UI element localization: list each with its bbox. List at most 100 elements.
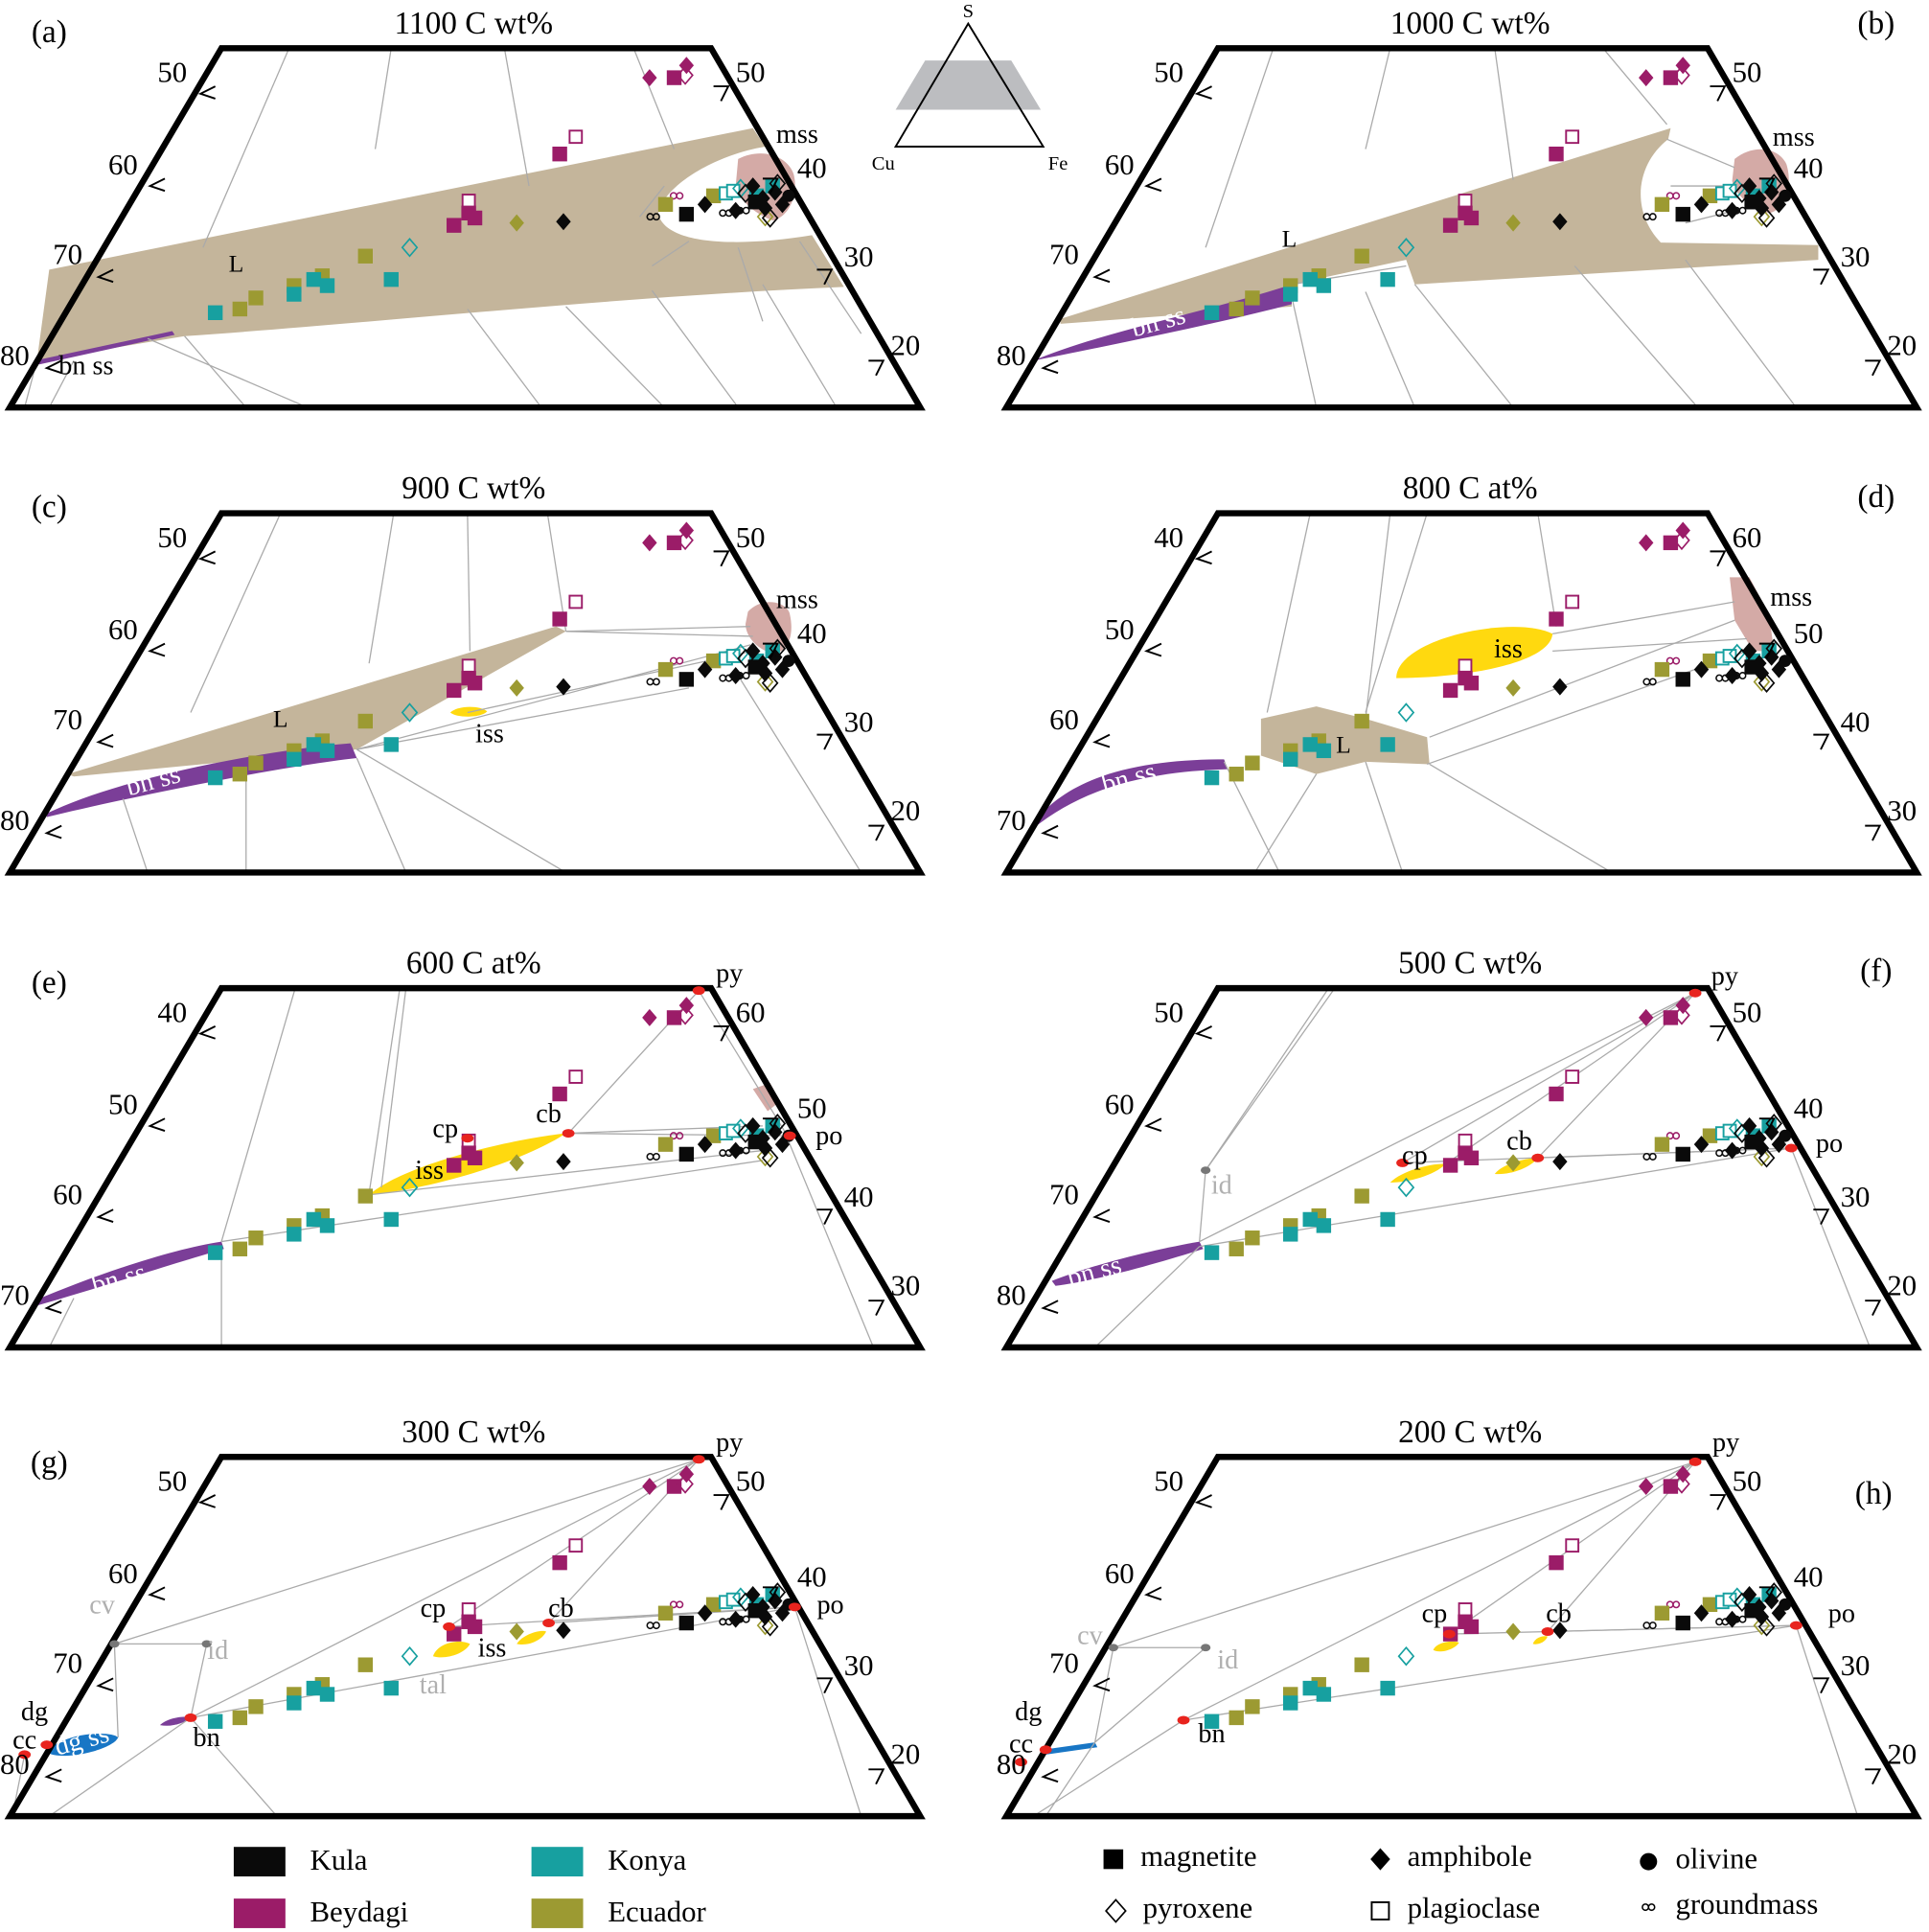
phase-label: cp (1402, 1141, 1428, 1171)
panel-letter: (f) (1860, 953, 1892, 988)
magnetite-marker (1316, 743, 1332, 759)
amphibole-marker (642, 1478, 657, 1496)
magnetite-marker (1549, 1086, 1564, 1102)
phase-label: mss (776, 585, 818, 614)
tick-mark (1710, 85, 1727, 102)
plagioclase-marker (461, 658, 476, 674)
pyroxene-marker (1757, 1617, 1776, 1637)
compositional-window (895, 60, 1042, 110)
olivine-marker (1779, 1598, 1792, 1611)
phase-label: cp (421, 1594, 447, 1623)
left-axis-tick-label: 60 (1105, 149, 1135, 181)
phase-label: iss (415, 1156, 444, 1185)
legend-swatch-beydagi (233, 1898, 286, 1928)
pyroxene-marker (1765, 173, 1783, 194)
tick-mark (1813, 1677, 1830, 1694)
plagioclase-marker (1458, 194, 1473, 208)
magnetite-marker (1744, 195, 1759, 210)
tick-mark (1865, 1300, 1882, 1317)
amphibole-marker (697, 660, 713, 678)
amphibole-marker (768, 1123, 783, 1141)
sulfide-phase-point (1688, 988, 1702, 998)
tie-line (1094, 1646, 1206, 1743)
tick-mark (1710, 1024, 1727, 1042)
phase-label: po (1816, 1129, 1843, 1159)
amphibole-marker (1505, 1154, 1521, 1172)
magnetite-marker (1442, 218, 1458, 233)
magnetite-marker (306, 271, 322, 288)
tie-line (113, 1644, 119, 1737)
pyroxene-marker (761, 673, 779, 693)
tie-line (190, 1716, 278, 1817)
tie-line (48, 1716, 192, 1817)
pyroxene-marker (1397, 1177, 1415, 1198)
plagioclase-marker (461, 1602, 476, 1617)
plagioclase-marker (1458, 658, 1473, 674)
groundmass-marker (652, 678, 660, 686)
panel-title: 1000 C wt% (1390, 6, 1550, 41)
left-axis-tick-label: 60 (108, 613, 138, 646)
magnetite-marker (678, 1146, 695, 1162)
magnetite-marker (383, 737, 399, 752)
tie-line (1552, 601, 1735, 635)
amphibole-marker (1724, 1610, 1740, 1628)
ternary-frame (4, 45, 926, 411)
left-axis-tick-label: 50 (1154, 996, 1183, 1028)
magnetite-marker (1204, 770, 1220, 786)
left-axis-tick-label: 60 (108, 1557, 138, 1590)
amphibole-marker (1741, 1116, 1757, 1135)
tie-line (1205, 987, 1330, 1171)
amphibole-marker (745, 1116, 761, 1135)
phase-label: py (716, 959, 743, 989)
right-axis-tick-label: 50 (1794, 617, 1824, 650)
pyroxene-marker (756, 1146, 774, 1167)
pyroxene-marker (769, 638, 787, 659)
phase-label: L (1336, 730, 1351, 758)
magnetite-marker (552, 611, 567, 627)
left-axis-tick-label: 50 (157, 57, 187, 89)
magnetite-marker (232, 1241, 248, 1256)
phase-label: iss (478, 1633, 507, 1663)
legend-label: magnetite (1140, 1840, 1256, 1873)
pyroxene-marker (677, 1474, 694, 1494)
ternary-frame (4, 1454, 926, 1820)
inset-triangle (893, 21, 1045, 148)
magnetite-marker (1744, 659, 1759, 675)
tie-line (565, 631, 753, 637)
panel-letter: (a) (32, 14, 67, 50)
magnetite-marker (1654, 661, 1670, 678)
phase-label: cb (536, 1099, 562, 1129)
tie-line (1365, 761, 1404, 873)
magnetite-marker (552, 146, 567, 162)
tick-mark (1813, 733, 1830, 750)
magnetite-marker (1283, 287, 1298, 302)
ternary-frame (1000, 510, 1922, 876)
tick-mark (1194, 85, 1212, 100)
right-axis-tick-label: 30 (1841, 1649, 1871, 1682)
magnetite-marker (1380, 1211, 1395, 1228)
phase-label: L (229, 249, 244, 277)
amphibole-marker (1552, 1153, 1568, 1171)
inset-ternary: S Cu Fe (872, 1, 1068, 174)
tick-mark (1143, 1586, 1162, 1601)
magnetite-marker (705, 188, 722, 204)
tie-line (356, 687, 690, 750)
magnetite-marker (666, 1010, 682, 1025)
phase-label: L (273, 704, 288, 732)
magnetite-marker (1354, 1657, 1369, 1672)
apex-label-fe: Fe (1048, 153, 1068, 174)
phase-label: dg (1015, 1697, 1042, 1727)
left-axis-tick-label: 50 (108, 1089, 138, 1121)
panel-title: 500 C wt% (1398, 946, 1542, 981)
magnetite-marker (657, 1137, 674, 1152)
bornite-ss-field (34, 1241, 224, 1306)
phase-label: po (816, 1590, 843, 1620)
magnetite-marker (1380, 1680, 1395, 1696)
apex-label-s: S (963, 1, 974, 22)
phase-label: cb (1546, 1598, 1572, 1628)
tie-line (737, 247, 764, 322)
tie-line (1199, 992, 1696, 1243)
magnetite-marker (1316, 1218, 1332, 1233)
groundmass-marker (1648, 213, 1657, 221)
